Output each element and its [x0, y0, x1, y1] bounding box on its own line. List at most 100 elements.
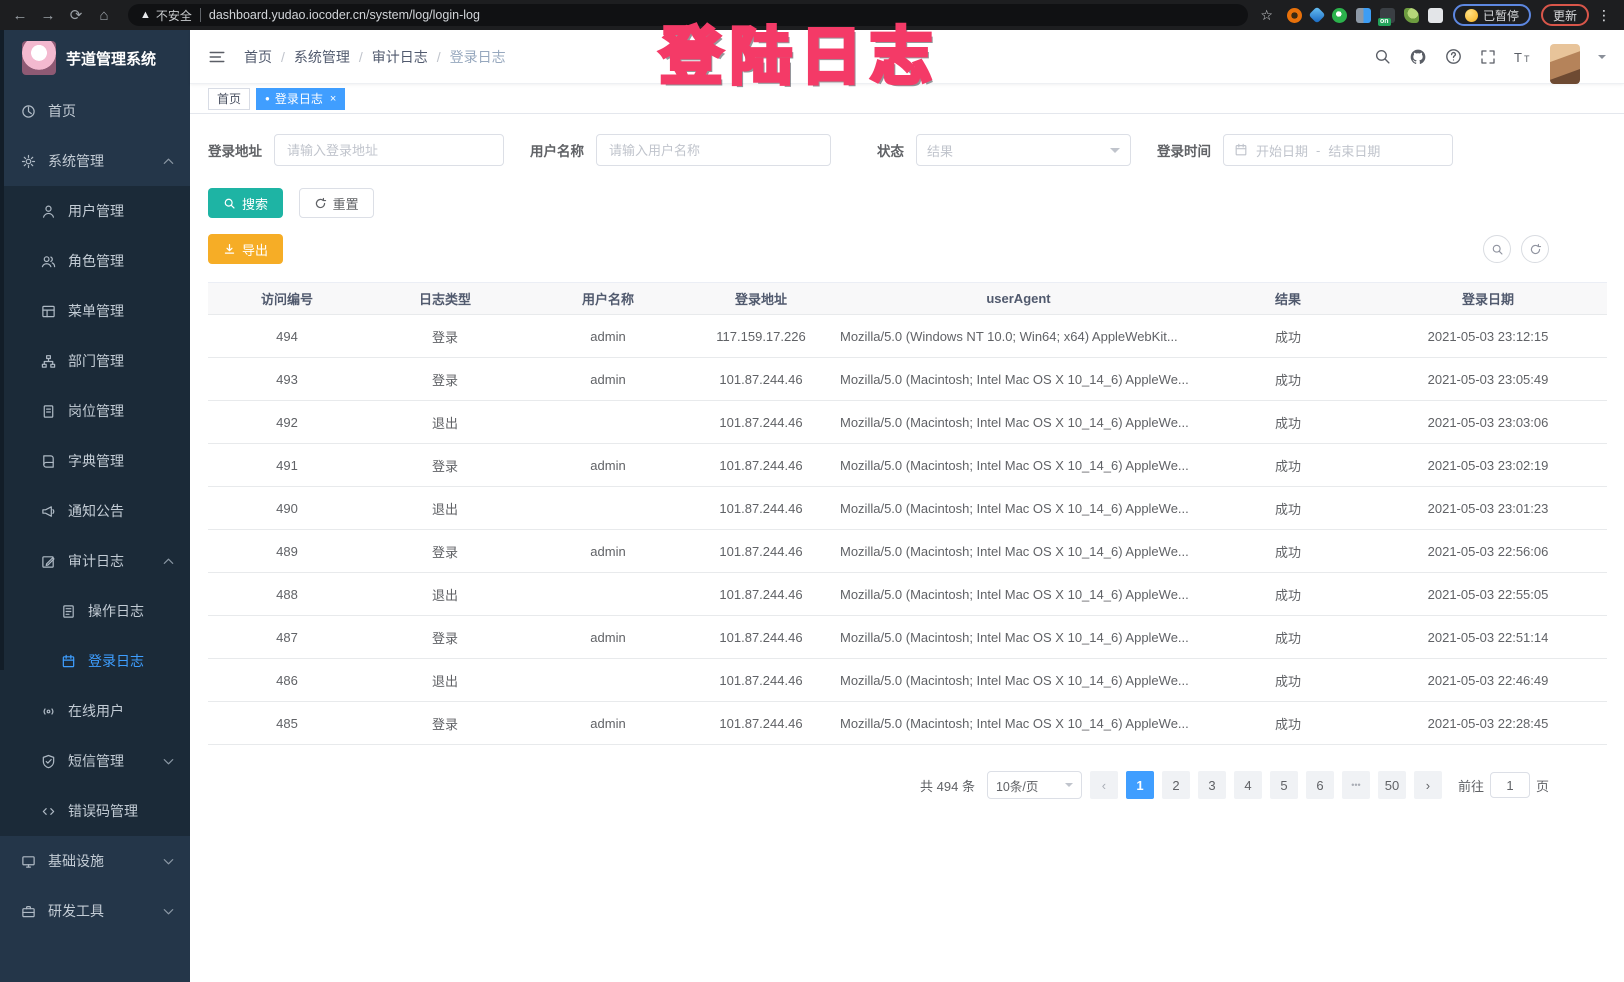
close-icon[interactable]: ×: [329, 92, 337, 105]
column-header: 用户名称: [581, 292, 634, 307]
reset-button[interactable]: 重置: [298, 188, 374, 218]
browser-menu-icon[interactable]: ⋮: [1597, 6, 1612, 23]
user-avatar[interactable]: [1550, 43, 1580, 84]
username-filter-label: 用户名称: [530, 144, 584, 159]
table-row[interactable]: 487 登录 admin 101.87.244.46 Mozilla/5.0 (Maci…: [208, 616, 1607, 659]
sidebar-item-operation-log[interactable]: 操作日志: [0, 586, 190, 636]
page-button-2[interactable]: 2: [1161, 771, 1190, 799]
hamburger-icon[interactable]: [208, 48, 226, 66]
browser-home-icon[interactable]: ⌂: [99, 6, 109, 24]
signal-icon: [40, 703, 56, 719]
tag-home[interactable]: 首页: [208, 87, 251, 110]
page-button-6[interactable]: 6: [1305, 771, 1334, 799]
end-date-placeholder[interactable]: 结束日期: [1328, 143, 1381, 159]
table-row[interactable]: 488 退出 101.87.244.46 Mozilla/5.0 (Macintosh…: [208, 573, 1607, 616]
browser-back-icon[interactable]: ←: [12, 6, 28, 24]
sidebar-item-menu-mgmt[interactable]: 菜单管理: [0, 286, 190, 336]
status-filter-select[interactable]: 结果: [916, 134, 1131, 166]
chevron-down-icon: [1064, 783, 1073, 791]
page-button-5[interactable]: 5: [1269, 771, 1298, 799]
tag-login-log[interactable]: ● 登录日志 ×: [256, 87, 346, 110]
toggle-search-button[interactable]: [1483, 235, 1511, 263]
ip-filter-input[interactable]: [274, 134, 504, 166]
table-row[interactable]: 486 退出 101.87.244.46 Mozilla/5.0 (Macintosh…: [208, 659, 1607, 702]
more-pages-button[interactable]: •••: [1341, 771, 1370, 799]
search-icon: [224, 198, 235, 209]
page-button-50[interactable]: 50: [1377, 771, 1406, 799]
refresh-table-button[interactable]: [1521, 235, 1549, 263]
page-button-1[interactable]: 1: [1125, 771, 1154, 799]
search-button[interactable]: 搜索: [208, 188, 284, 218]
start-date-placeholder[interactable]: 开始日期: [1256, 143, 1309, 159]
sidebar-item-notice[interactable]: 通知公告: [0, 486, 190, 536]
security-chip[interactable]: ▲ 不安全: [140, 7, 192, 24]
sidebar-item-login-log[interactable]: 登录日志: [0, 636, 190, 686]
extension-icon-orange[interactable]: [1286, 7, 1302, 23]
sidebar-item-dept-mgmt[interactable]: 部门管理: [0, 336, 190, 386]
column-header: 日志类型: [418, 292, 471, 307]
profile-paused-badge[interactable]: 已暂停: [1452, 4, 1531, 26]
sidebar-item-system-mgmt[interactable]: 系统管理: [0, 136, 190, 186]
search-icon[interactable]: [1374, 48, 1391, 65]
help-icon[interactable]: [1445, 48, 1462, 65]
sidebar-item-dev-tools[interactable]: 研发工具: [0, 886, 190, 936]
table-row[interactable]: 490 退出 101.87.244.46 Mozilla/5.0 (Macintosh…: [208, 487, 1607, 530]
table-row[interactable]: 494 登录 admin 117.159.17.226 Mozilla/5.0 (Win…: [208, 315, 1607, 358]
address-bar[interactable]: ▲ 不安全 dashboard.yudao.iocoder.cn/system/…: [128, 4, 1249, 26]
browser-toolbar: ← → ⟳ ⌂ ▲ 不安全 dashboard.yudao.iocoder.cn…: [0, 0, 1624, 30]
avatar-caret-icon[interactable]: [1598, 54, 1606, 63]
extension-icon-leaf[interactable]: [1403, 7, 1419, 23]
sidebar-item-error-code-mgmt[interactable]: 错误码管理: [0, 786, 190, 836]
sidebar-item-post-mgmt[interactable]: 岗位管理: [0, 386, 190, 436]
table-row[interactable]: 493 登录 admin 101.87.244.46 Mozilla/5.0 (Maci…: [208, 358, 1607, 401]
table-row[interactable]: 489 登录 admin 101.87.244.46 Mozilla/5.0 (Maci…: [208, 530, 1607, 573]
action-buttons-row: 搜索 重置: [208, 188, 1617, 218]
extension-icon-green-heart[interactable]: [1331, 7, 1347, 23]
breadcrumb-home[interactable]: 首页: [244, 48, 272, 65]
sidebar-item-sms-mgmt[interactable]: 短信管理: [0, 736, 190, 786]
pagination: 共 494 条 10条/页 ‹ 1 2 3 4 5 6 ••• 50 › 前往 …: [208, 771, 1617, 799]
prev-page-button[interactable]: ‹: [1089, 771, 1118, 799]
bookmark-star-icon[interactable]: ☆: [1260, 6, 1273, 23]
app-logo-row[interactable]: 芋道管理系统: [0, 30, 190, 86]
browser-update-button[interactable]: 更新: [1540, 4, 1589, 26]
app-logo-image: [22, 41, 56, 75]
toolbar-row: 导出: [208, 234, 1617, 264]
extension-icon-puzzle[interactable]: [1427, 7, 1443, 23]
date-range-picker[interactable]: 开始日期 - 结束日期: [1223, 134, 1453, 166]
next-page-button[interactable]: ›: [1413, 771, 1442, 799]
login-time-filter-label: 登录时间: [1157, 144, 1211, 159]
sidebar-item-user-mgmt[interactable]: 用户管理: [0, 186, 190, 236]
page-size-select[interactable]: 10条/页: [986, 771, 1082, 799]
sidebar-item-audit-log[interactable]: 审计日志: [0, 536, 190, 586]
extension-icon-tampermonkey[interactable]: on: [1377, 7, 1395, 26]
sidebar-item-online-users[interactable]: 在线用户: [0, 686, 190, 736]
sidebar-item-role-mgmt[interactable]: 角色管理: [0, 236, 190, 286]
sidebar-scrollbar[interactable]: [0, 30, 4, 670]
table-row[interactable]: 492 退出 101.87.244.46 Mozilla/5.0 (Macintosh…: [208, 401, 1607, 444]
document-icon: [60, 603, 76, 619]
browser-reload-icon[interactable]: ⟳: [69, 7, 83, 24]
book-icon: [40, 453, 56, 469]
export-button[interactable]: 导出: [208, 234, 284, 264]
username-filter-input[interactable]: [596, 134, 831, 166]
fullscreen-icon[interactable]: [1480, 49, 1496, 65]
breadcrumb-system[interactable]: 系统管理: [293, 48, 350, 65]
tags-view-bar: 首页 ● 登录日志 ×: [190, 84, 1624, 114]
browser-forward-icon[interactable]: →: [40, 6, 56, 24]
sidebar-item-infrastructure[interactable]: 基础设施: [0, 836, 190, 886]
github-icon[interactable]: [1409, 48, 1427, 66]
table-row[interactable]: 485 登录 admin 101.87.244.46 Mozilla/5.0 (Maci…: [208, 702, 1607, 745]
extension-icon-grid[interactable]: [1355, 7, 1371, 23]
extension-icon-blue-gem[interactable]: [1308, 6, 1326, 24]
table-row[interactable]: 491 登录 admin 101.87.244.46 Mozilla/5.0 (Maci…: [208, 444, 1607, 487]
breadcrumb-audit-log[interactable]: 审计日志: [371, 48, 428, 65]
sidebar-item-home[interactable]: 首页: [0, 86, 190, 136]
page-button-4[interactable]: 4: [1233, 771, 1262, 799]
goto-page-input[interactable]: [1489, 772, 1530, 798]
page-button-3[interactable]: 3: [1197, 771, 1226, 799]
sidebar-item-dict-mgmt[interactable]: 字典管理: [0, 436, 190, 486]
ip-filter-label: 登录地址: [208, 144, 262, 159]
